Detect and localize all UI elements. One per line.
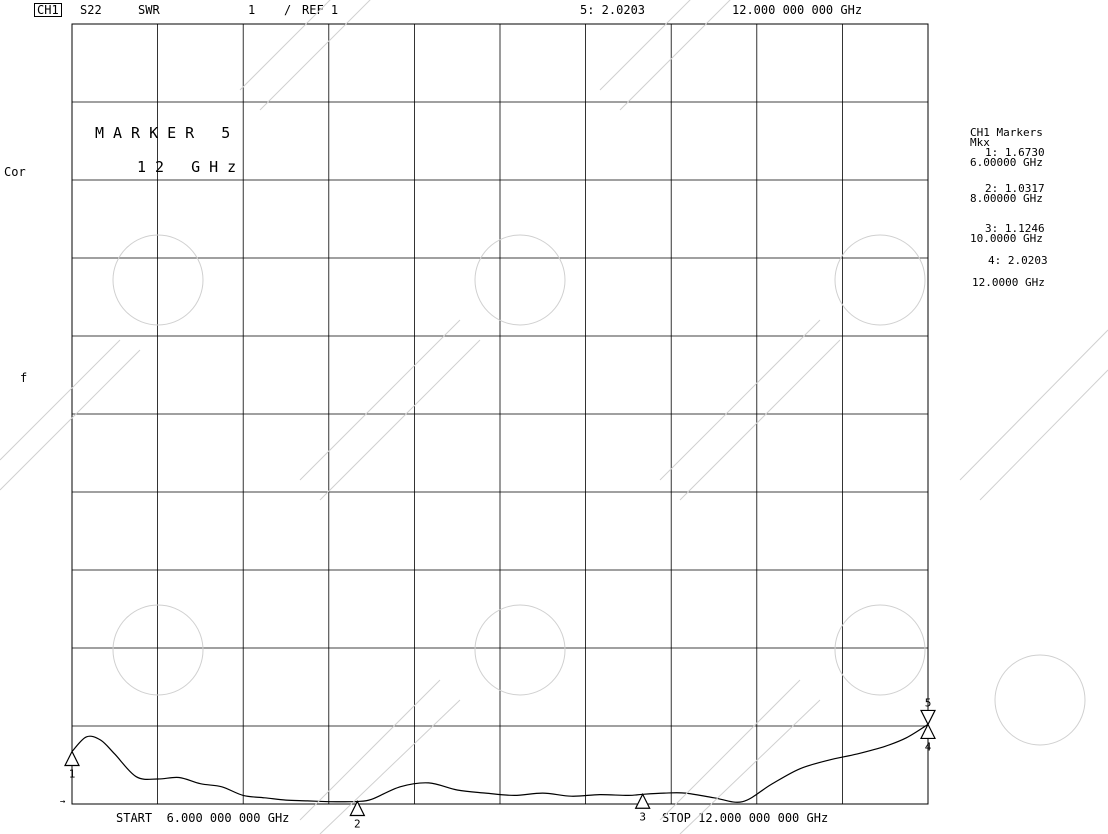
marker-3-symbol[interactable]: 3 xyxy=(634,792,651,823)
marker-4-label: 4 xyxy=(925,740,932,753)
marker-4-value: 4: 2.0203 xyxy=(988,254,1048,267)
stop-frequency: STOP 12.000 000 000 GHz xyxy=(662,811,829,825)
marker-2-label: 2 xyxy=(354,818,361,831)
reference-arrow-icon: → xyxy=(60,797,66,807)
plot-grid xyxy=(71,23,929,805)
marker-3-frequency: 10.0000 GHz xyxy=(970,232,1043,245)
parameter-label: S22 xyxy=(80,3,102,17)
marker-5-label: 5 xyxy=(925,696,932,709)
marker-table: CH1 Markers Mkx 1: 1.6730 6.00000 GHz 2:… xyxy=(960,126,1106,289)
marker-2-frequency: 8.00000 GHz xyxy=(970,192,1043,205)
marker-2-symbol[interactable]: 2 xyxy=(349,800,366,831)
format-label: SWR xyxy=(138,3,160,17)
marker-3-value: 3: 1.1246 xyxy=(985,222,1045,235)
marker-4-symbol[interactable]: 4 xyxy=(920,723,936,753)
marker-1-value: 1: 1.6730 xyxy=(985,146,1045,159)
correction-indicator: Cor xyxy=(4,165,26,179)
marker-3-label: 3 xyxy=(639,810,646,823)
marker-1-label: 1 xyxy=(69,768,76,781)
marker-display-title: MARKER 5 xyxy=(95,124,240,142)
channel-indicator[interactable]: CH1 xyxy=(34,3,62,17)
marker-4-frequency: 12.0000 GHz xyxy=(972,276,1045,289)
start-frequency: START 6.000 000 000 GHz xyxy=(116,811,290,825)
active-marker-frequency: 12.000 000 000 GHz xyxy=(732,3,863,17)
marker-table-subtitle: Mkx xyxy=(970,136,990,149)
marker-1-frequency: 6.00000 GHz xyxy=(970,156,1043,169)
marker-1-symbol[interactable]: 1 xyxy=(64,750,80,781)
marker-2-value: 2: 1.0317 xyxy=(985,182,1045,195)
marker-table-title: CH1 Markers xyxy=(970,126,1043,139)
marker-5-symbol[interactable]: 5 xyxy=(920,696,936,726)
